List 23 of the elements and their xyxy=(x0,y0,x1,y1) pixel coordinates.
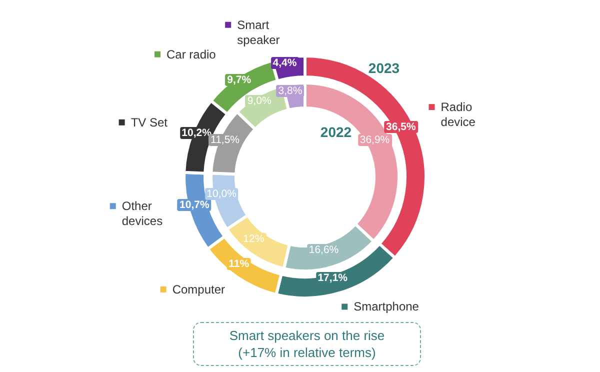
legend-label: Radio device xyxy=(440,100,476,130)
legend-label: TV Set xyxy=(130,115,168,130)
legend-label: Computer xyxy=(172,282,226,296)
text: Smart speakers on the rise (+17% in relative terms) xyxy=(228,327,386,361)
legend-label: Smart speaker xyxy=(237,18,280,47)
legend-label: Car radio xyxy=(166,47,216,62)
data-label: 4,4% xyxy=(270,56,299,69)
data-label: 9,7% xyxy=(225,74,254,86)
data-label: 11% xyxy=(226,258,252,270)
slice-label: 2023 xyxy=(368,60,400,76)
data-label: 12% xyxy=(241,233,266,246)
data-label: 9,0% xyxy=(245,95,274,108)
data-label: 10,0% xyxy=(204,188,238,200)
data-label: 36,5% xyxy=(384,120,418,133)
data-label: 17,1% xyxy=(316,272,350,284)
data-label: 3,8% xyxy=(276,85,304,98)
legend-label: Smartphone xyxy=(354,300,420,314)
slice-label: 2022 xyxy=(320,124,352,140)
data-label: 10,7% xyxy=(178,198,212,211)
data-label: 16,6% xyxy=(306,244,341,256)
data-label: 36,9% xyxy=(358,134,392,146)
legend-label: Other devices xyxy=(122,199,163,228)
data-label: 11,5% xyxy=(208,134,242,146)
